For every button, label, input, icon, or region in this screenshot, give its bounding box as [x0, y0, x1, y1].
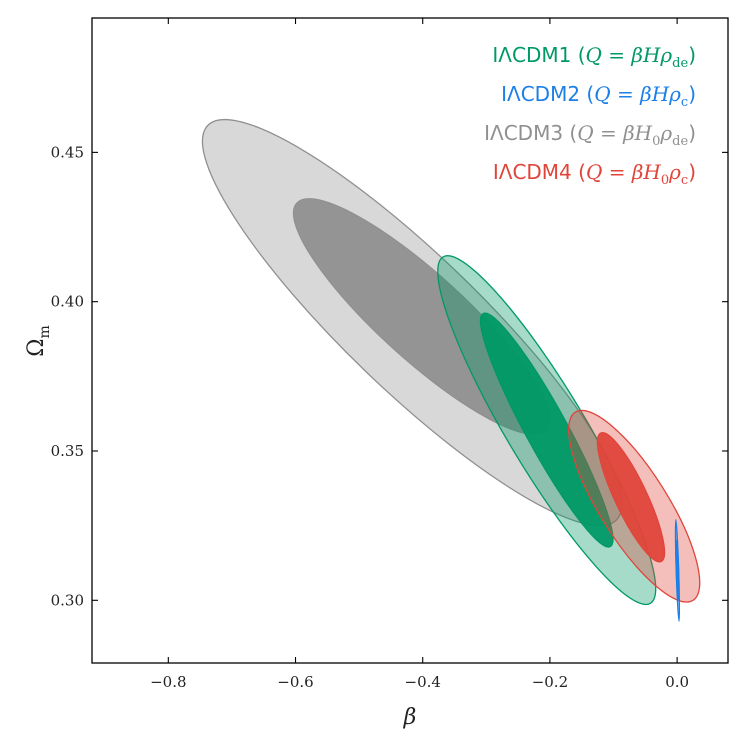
- plot-frame: [91, 17, 729, 664]
- x-tick-label: −0.6: [277, 673, 313, 691]
- y-axis-label-main: Ω: [24, 339, 49, 357]
- series-3-contours: [201, 118, 623, 527]
- series-2-contours: [674, 519, 681, 622]
- series-4-contours: [568, 409, 701, 603]
- y-tick-label: 0.30: [51, 591, 84, 609]
- y-tick-label: 0.45: [51, 143, 84, 161]
- y-axis-label: Ωm: [24, 325, 53, 357]
- y-axis-label-sub: m: [37, 325, 53, 338]
- y-tick-label: 0.40: [51, 293, 84, 311]
- legend-entry-4: IΛCDM4 (Q = βH0ρc): [493, 160, 696, 188]
- x-tick-label: −0.8: [150, 673, 186, 691]
- x-tick-label: −0.4: [405, 673, 441, 691]
- y-axis: 0.30 0.35 0.40 0.45: [51, 143, 728, 609]
- legend-entry-1: IΛCDM1 (Q = βHρde): [492, 43, 696, 71]
- series-4-inner-contour: [596, 432, 666, 563]
- x-axis-label: β: [403, 705, 417, 730]
- contour-layer: [201, 118, 701, 622]
- legend: IΛCDM1 (Q = βHρde) IΛCDM2 (Q = βHρc) IΛCDM…: [484, 43, 696, 188]
- x-tick-label: −0.2: [532, 673, 568, 691]
- x-tick-label: 0.0: [665, 673, 689, 691]
- legend-entry-3: IΛCDM3 (Q = βH0ρde): [484, 121, 696, 149]
- series-2-inner-contour: [675, 539, 680, 601]
- series-1-inner-contour: [479, 312, 614, 548]
- x-axis: −0.8 −0.6 −0.4 −0.2 0.0: [150, 18, 689, 691]
- y-tick-label: 0.35: [51, 442, 84, 460]
- legend-entry-2: IΛCDM2 (Q = βHρc): [501, 82, 696, 110]
